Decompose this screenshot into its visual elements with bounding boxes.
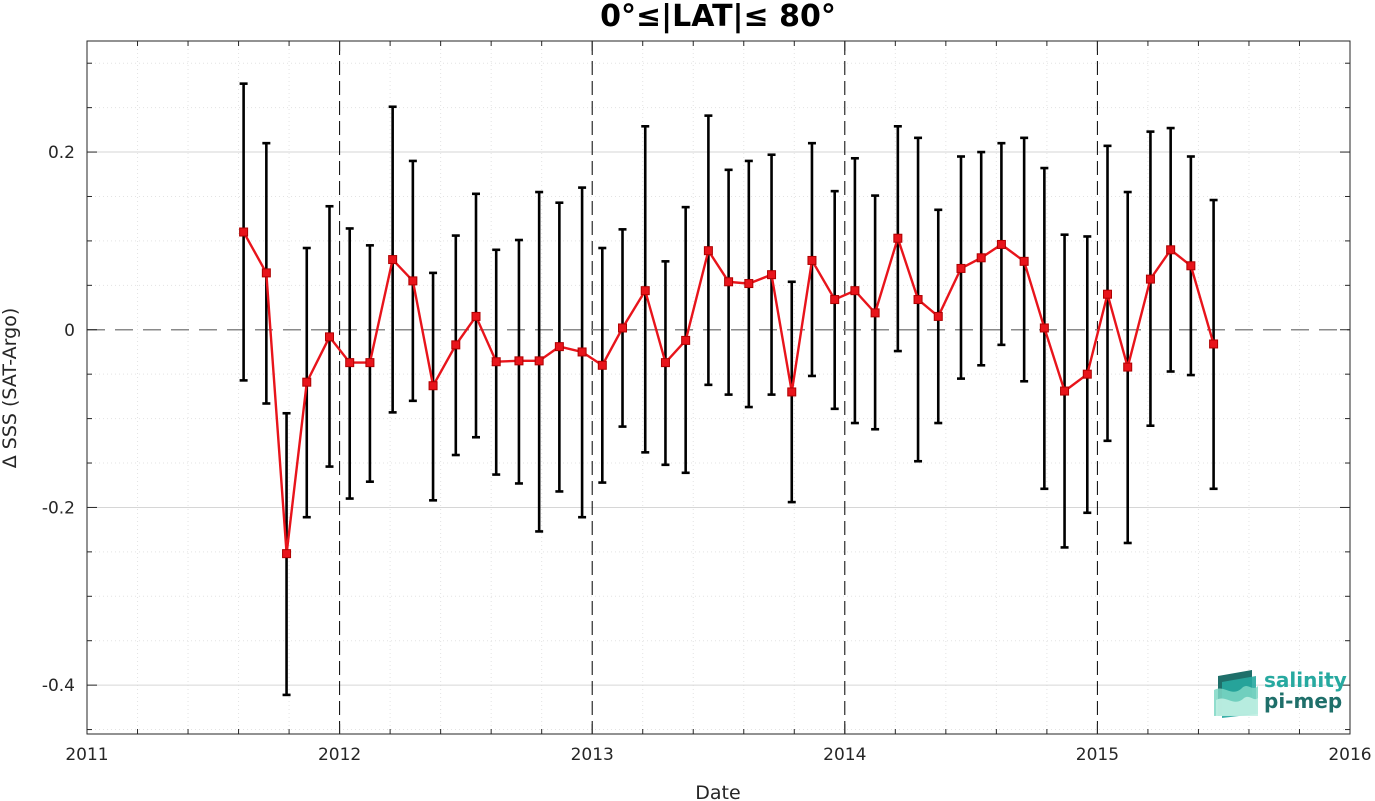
x-tick-label: 2013: [571, 745, 614, 765]
y-tick-label: 0.2: [48, 143, 75, 163]
data-point-marker: [893, 233, 903, 243]
data-point-marker: [870, 308, 880, 318]
data-point-marker: [345, 358, 355, 368]
data-point-marker: [996, 239, 1006, 249]
data-point-marker: [787, 387, 797, 397]
data-point-marker: [1082, 369, 1092, 379]
data-point-marker: [597, 360, 607, 370]
data-point-marker: [365, 358, 375, 368]
data-point-marker: [1166, 245, 1176, 255]
data-point-marker: [491, 357, 501, 367]
x-tick-label: 2014: [823, 745, 866, 765]
data-point-marker: [1060, 386, 1070, 396]
x-tick-label: 2015: [1076, 745, 1119, 765]
data-point-marker: [239, 227, 249, 237]
data-point-marker: [1209, 339, 1219, 349]
x-axis-label: Date: [695, 782, 740, 801]
data-point-marker: [1019, 256, 1029, 266]
major-grid: [87, 151, 1350, 686]
data-point-marker: [577, 347, 587, 357]
y-tick-labels: -0.4 -0.2 0 0.2: [42, 143, 75, 696]
logo-text-pimep: pi-mep: [1264, 689, 1342, 713]
data-point-marker: [428, 381, 438, 391]
data-point-marker: [976, 253, 986, 263]
data-point-marker: [1186, 261, 1196, 271]
x-tick-labels: 2011 2012 2013 2014 2015 2016: [65, 745, 1371, 765]
data-point-marker: [1103, 289, 1113, 299]
data-point-marker: [324, 332, 334, 342]
data-point-marker: [767, 270, 777, 280]
data-point-marker: [554, 342, 564, 352]
data-point-marker: [451, 340, 461, 350]
data-point-marker: [660, 358, 670, 368]
data-point-marker: [807, 255, 817, 265]
data-point-marker: [850, 286, 860, 296]
y-axis-label: Δ SSS (SAT-Argo): [0, 308, 21, 468]
data-point-marker: [408, 276, 418, 286]
y-tick-label: 0: [64, 321, 75, 341]
x-tick-label: 2011: [65, 745, 108, 765]
x-tick-label: 2012: [318, 745, 361, 765]
data-point-marker: [956, 263, 966, 273]
data-point-marker: [744, 279, 754, 289]
data-point-marker: [618, 323, 628, 333]
data-point-marker: [261, 268, 271, 278]
logo-text-salinity: salinity: [1264, 668, 1347, 692]
y-tick-label: -0.4: [42, 676, 75, 696]
x-tick-label: 2016: [1328, 745, 1371, 765]
data-point-marker: [471, 311, 481, 321]
y-tick-label: -0.2: [42, 498, 75, 518]
series-markers: [239, 227, 1219, 559]
data-point-marker: [703, 246, 713, 256]
data-point-marker: [913, 295, 923, 305]
data-point-marker: [640, 286, 650, 296]
salinity-pimep-logo: salinity pi-mep: [1214, 668, 1347, 718]
data-point-marker: [933, 311, 943, 321]
data-point-marker: [1145, 274, 1155, 284]
data-point-marker: [1123, 362, 1133, 372]
data-point-marker: [514, 356, 524, 366]
data-point-marker: [681, 335, 691, 345]
data-point-marker: [302, 377, 312, 387]
chart-title: 0°≤|LAT|≤ 80°: [600, 0, 836, 34]
data-point-marker: [1039, 323, 1049, 333]
year-lines: [339, 41, 1098, 734]
error-bars: [239, 82, 1218, 697]
data-point-marker: [388, 255, 398, 265]
data-point-marker: [282, 549, 292, 559]
minor-grid: [87, 41, 1350, 734]
data-point-marker: [534, 356, 544, 366]
data-point-marker: [830, 295, 840, 305]
ticks: [86, 41, 1351, 734]
plot-frame: [86, 40, 1351, 735]
wave-logo-icon: [1214, 670, 1258, 718]
data-point-marker: [724, 277, 734, 287]
